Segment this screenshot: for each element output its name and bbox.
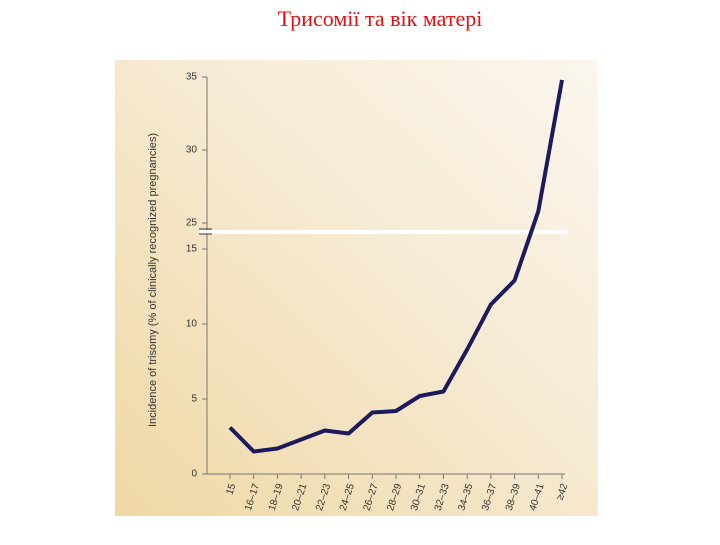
y-tick-label: 30 (186, 145, 198, 156)
y-tick-label: 0 (191, 469, 197, 480)
y-tick-label: 35 (186, 72, 198, 83)
y-tick-label: 15 (186, 244, 198, 255)
chart-title: Трисомії та вік матері (278, 6, 483, 31)
axis-break (200, 230, 568, 234)
data-line (228, 79, 564, 454)
y-tick-label: 10 (186, 319, 198, 330)
y-tick-label: 5 (191, 394, 197, 405)
y-axis-label: Incidence of trisomy (% of clinically re… (147, 133, 159, 427)
chart-panel (115, 60, 598, 516)
x-tick-label: ≥42 (555, 482, 571, 502)
x-tick-label: 15 (224, 482, 238, 496)
y-tick-label: 25 (186, 218, 198, 229)
